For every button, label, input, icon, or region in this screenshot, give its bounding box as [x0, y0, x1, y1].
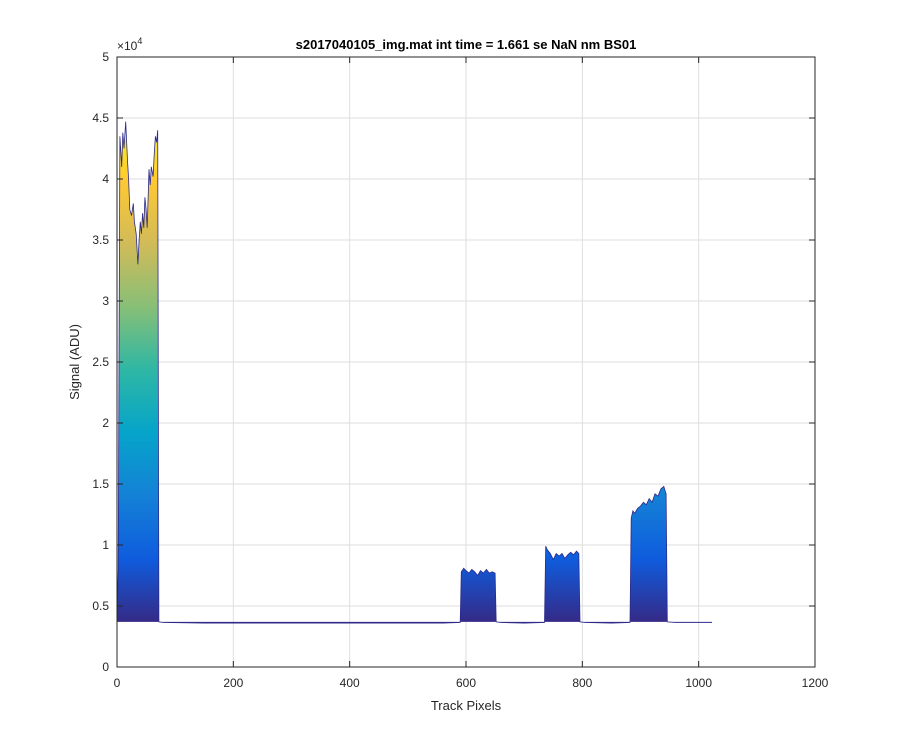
- y-tick-label: 5: [102, 50, 109, 64]
- x-tick-label: 600: [456, 676, 476, 690]
- grid-lines: [117, 57, 815, 667]
- x-tick-label: 0: [114, 676, 121, 690]
- y-axis-label: Signal (ADU): [67, 324, 82, 400]
- y-tick-label: 4.5: [92, 111, 109, 125]
- x-tick-label: 400: [340, 676, 360, 690]
- y-tick-label: 0.5: [92, 599, 109, 613]
- y-tick-label: 4: [102, 172, 109, 186]
- y-tick-label: 2: [102, 416, 109, 430]
- chart-title: s2017040105_img.mat int time = 1.661 se …: [296, 37, 637, 52]
- x-tick-label: 800: [572, 676, 592, 690]
- x-tick-label: 200: [223, 676, 243, 690]
- x-tick-label: 1200: [802, 676, 829, 690]
- y-tick-label: 3.5: [92, 233, 109, 247]
- y-tick-label: 3: [102, 294, 109, 308]
- x-axis-ticks: 0 200 400 600 800 1000 1200: [114, 57, 829, 690]
- y-tick-label: 1.5: [92, 477, 109, 491]
- y-axis-ticks: 0 0.5 1 1.5 2 2.5 3 3.5 4 4.5 5: [92, 50, 815, 674]
- signal-area: [117, 121, 712, 624]
- y-axis-exponent: ×104: [117, 36, 142, 53]
- signal-line: [117, 121, 712, 624]
- y-tick-label: 1: [102, 538, 109, 552]
- x-axis-label: Track Pixels: [431, 698, 502, 713]
- y-tick-label: 0: [102, 660, 109, 674]
- y-tick-label: 2.5: [92, 355, 109, 369]
- x-tick-label: 1000: [685, 676, 712, 690]
